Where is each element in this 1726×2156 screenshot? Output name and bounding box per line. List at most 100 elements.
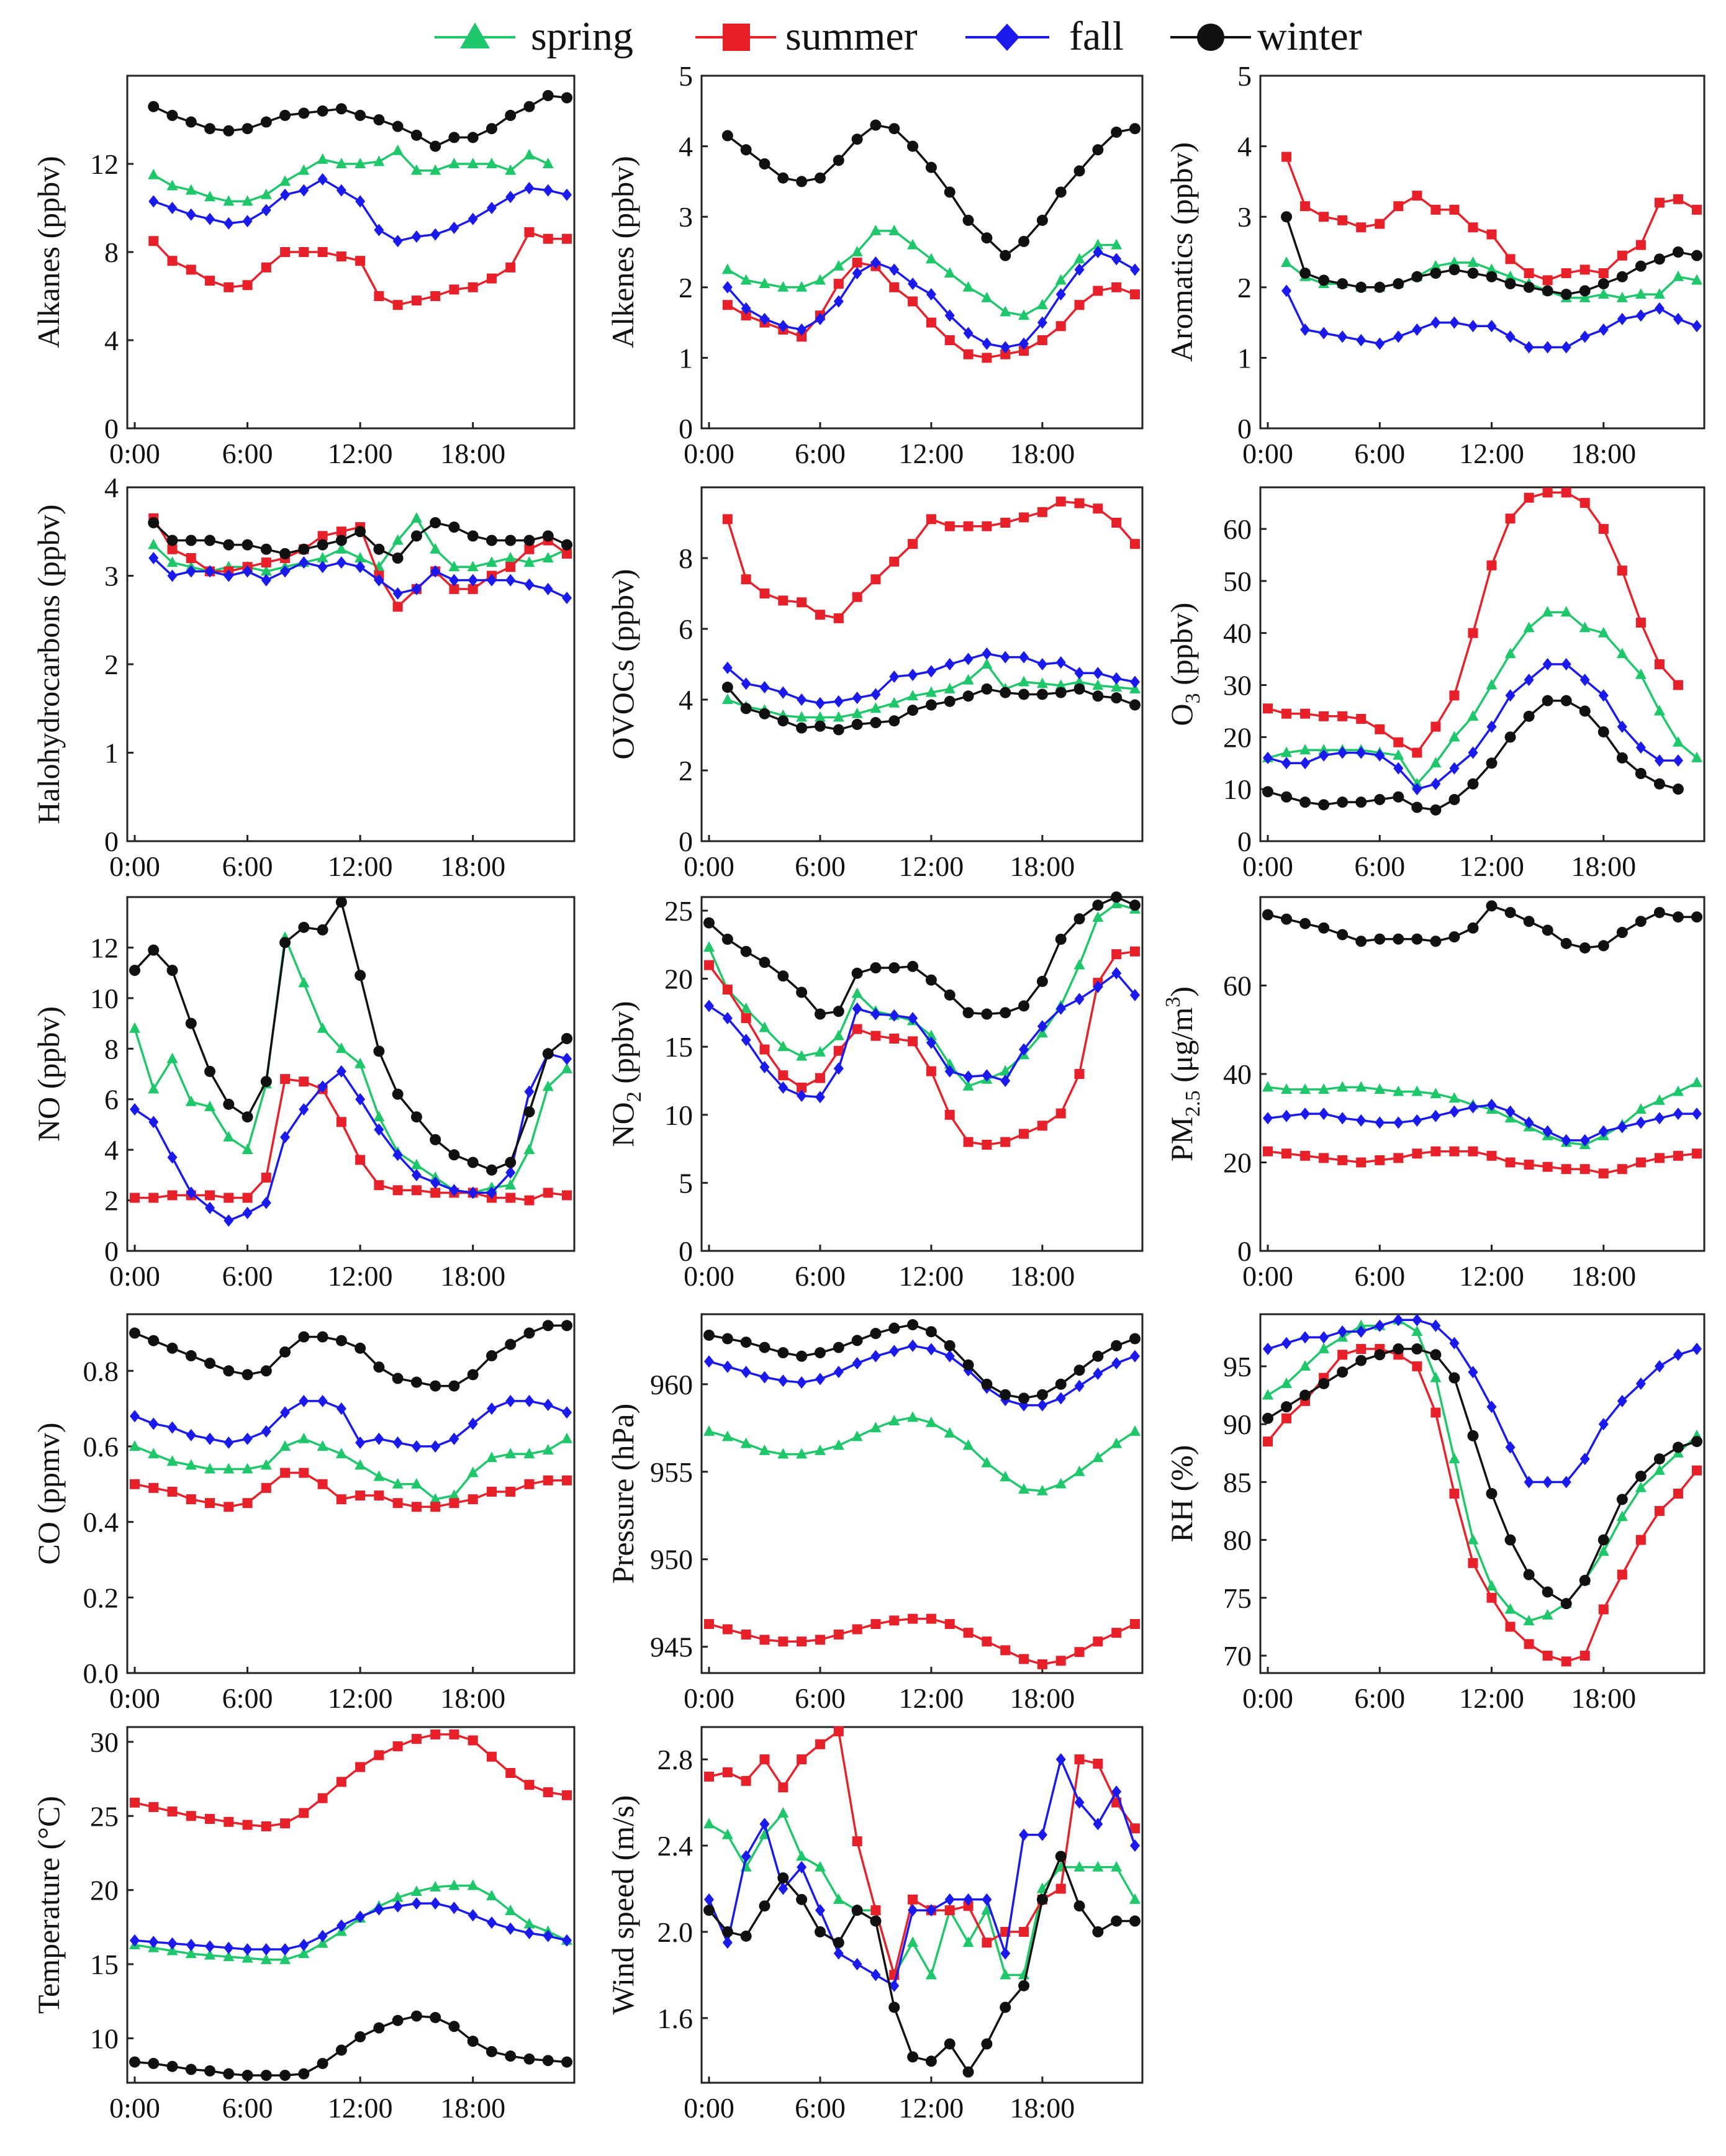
data-point-summer [1486,1592,1497,1603]
data-point-fall [299,1394,309,1407]
data-point-winter [523,534,535,546]
data-point-fall [722,661,733,674]
x-tick-label: 0:00 [109,2092,160,2124]
data-point-winter [981,232,993,244]
y-tick-label: 0 [679,1235,693,1267]
data-point-spring [1092,911,1104,922]
data-point-spring [410,1477,422,1489]
data-point-winter [1597,1534,1609,1546]
data-point-spring [148,1448,160,1459]
data-point-fall [468,1909,478,1922]
data-point-summer [374,1750,384,1761]
data-point-fall [468,1417,478,1430]
data-point-fall [1617,720,1627,733]
data-point-winter [851,1335,863,1346]
y-tick-label: 6 [104,1084,119,1116]
plot-frame [126,1313,576,1674]
data-point-winter [448,2021,460,2032]
data-point-summer [1300,708,1311,719]
data-point-summer [336,526,346,537]
data-point-spring [204,191,216,202]
data-point-winter [486,534,497,546]
data-point-winter [1635,1471,1647,1482]
data-point-summer [797,1082,807,1093]
data-point-winter [1000,1007,1011,1019]
data-point-winter [410,129,422,141]
legend-item-winter[interactable]: winter [1170,14,1362,59]
data-point-summer [1654,659,1665,669]
data-point-summer [963,1137,974,1147]
data-point-winter [392,1088,404,1100]
data-point-fall [1430,316,1441,329]
chart-panel-2: 0 1 2 3 4 5 0:00 6:00 12:00 18:00 Aromatics (ppbv) [1164,60,1706,469]
data-point-winter [981,1008,993,1020]
data-point-winter [1018,1392,1030,1404]
data-point-winter [373,114,385,125]
data-point-fall [1356,746,1367,759]
data-point-winter [223,539,235,551]
data-point-spring [1411,1325,1423,1336]
data-point-spring [355,552,366,562]
data-point-winter [1355,1355,1367,1366]
data-point-summer [449,284,459,295]
data-point-summer [1486,560,1497,571]
data-point-winter [467,1369,479,1381]
legend-item-spring[interactable]: spring [435,14,633,59]
data-point-fall [1692,1107,1702,1121]
data-point-summer [1319,212,1329,222]
data-point-fall [261,1943,271,1956]
data-point-winter [242,1369,253,1381]
data-point-fall [1093,667,1103,680]
data-point-winter [1523,710,1535,722]
y-tick-label: 8 [104,237,119,268]
y-axis-label: NO2 (ppbv) [605,1001,646,1147]
data-point-winter [721,1333,733,1345]
data-point-summer [1635,1535,1646,1545]
data-point-summer [926,514,936,525]
data-point-summer [430,1502,441,1512]
data-point-winter [981,683,993,695]
x-tick-label: 18:00 [1571,438,1636,469]
data-point-summer [778,595,788,606]
data-point-summer [1130,289,1140,300]
data-point-summer [1412,1361,1422,1371]
data-point-fall [1375,1116,1385,1129]
data-point-spring [204,1100,216,1111]
data-point-summer [704,1771,714,1782]
y-axis-label: Alkanes (ppbv) [31,156,66,348]
data-point-winter [1616,1494,1628,1505]
data-point-fall [852,1356,862,1369]
data-point-winter [486,1350,497,1361]
data-point-winter [1579,942,1591,954]
x-tick-label: 12:00 [1459,850,1524,882]
data-point-winter [355,970,366,981]
data-point-spring [355,158,366,168]
data-point-fall [562,592,572,605]
data-point-winter [1111,126,1123,138]
plot-frame [700,1313,1144,1674]
data-point-spring [298,164,310,175]
data-point-fall [468,1186,478,1199]
data-point-spring [796,1050,808,1061]
data-point-winter [410,530,422,542]
data-point-summer [1598,1168,1609,1179]
data-point-summer [1468,628,1478,638]
data-point-summer [889,282,900,292]
data-point-spring [542,158,554,168]
x-tick-label: 18:00 [440,2092,505,2124]
legend-item-fall[interactable]: fall [965,14,1124,59]
y-axis-label: PM2.5 (μg/m3) [1162,986,1204,1161]
data-point-winter [129,1327,140,1339]
data-point-spring [907,1411,919,1422]
data-point-winter [870,962,882,973]
data-point-spring [1504,647,1516,659]
y-tick-label: 0.4 [83,1507,119,1538]
data-point-fall [1055,1002,1066,1015]
data-point-winter [505,2050,517,2062]
x-tick-label: 12:00 [1459,438,1524,469]
data-point-fall [242,1206,253,1219]
data-point-winter [1486,1488,1498,1499]
data-point-winter [1111,891,1123,903]
data-point-summer [1598,524,1609,534]
legend-item-summer[interactable]: summer [695,14,918,59]
